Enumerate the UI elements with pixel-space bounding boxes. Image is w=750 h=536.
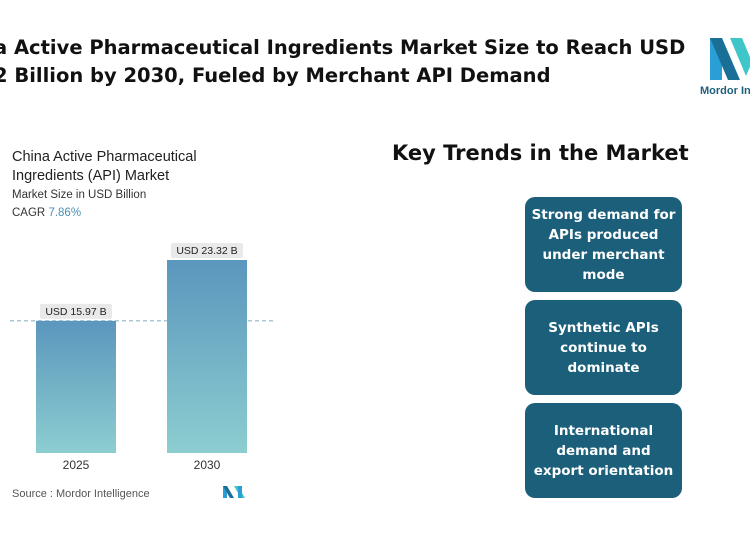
cagr-label: CAGR xyxy=(12,207,46,219)
bar-2025 xyxy=(36,320,116,453)
key-trends-title: Key Trends in the Market xyxy=(392,141,689,165)
headline-line-2: 2 Billion by 2030, Fueled by Merchant AP… xyxy=(0,64,551,87)
trend-card-export-orientation: International demand and export orientat… xyxy=(525,403,682,498)
mordor-mini-logo-icon xyxy=(223,486,245,498)
data-label-bg-2025 xyxy=(40,303,112,319)
chart-title: China Active Pharmaceutical Ingredients … xyxy=(12,149,197,184)
data-label-2030: USD 23.32 B xyxy=(176,245,237,257)
mordor-intelligence-logo-icon xyxy=(710,38,750,80)
x-tick-label-2030: 2030 xyxy=(194,458,221,472)
trend-card-synthetic-apis: Synthetic APIs continue to dominate xyxy=(525,300,682,395)
data-label-2025: USD 15.97 B xyxy=(45,306,106,318)
cagr-line: CAGR 7.86% xyxy=(12,207,81,219)
headline: a Active Pharmaceutical Ingredients Mark… xyxy=(0,34,694,90)
headline-line-1: a Active Pharmaceutical Ingredients Mark… xyxy=(0,36,686,59)
cagr-value: 7.86% xyxy=(48,207,82,219)
logo-text: Mordor In xyxy=(700,85,750,97)
data-label-bg-2030 xyxy=(171,243,243,258)
x-tick-label-2025: 2025 xyxy=(63,458,90,472)
bar-chart: USD 15.97 B 2025 USD 23.32 B 2030 xyxy=(10,243,275,472)
source-note: Source : Mordor Intelligence xyxy=(12,488,150,500)
bar-2030 xyxy=(167,260,247,453)
trend-card-merchant-mode: Strong demand for APIs produced under me… xyxy=(525,197,682,292)
chart-subtitle: Market Size in USD Billion xyxy=(12,189,147,201)
